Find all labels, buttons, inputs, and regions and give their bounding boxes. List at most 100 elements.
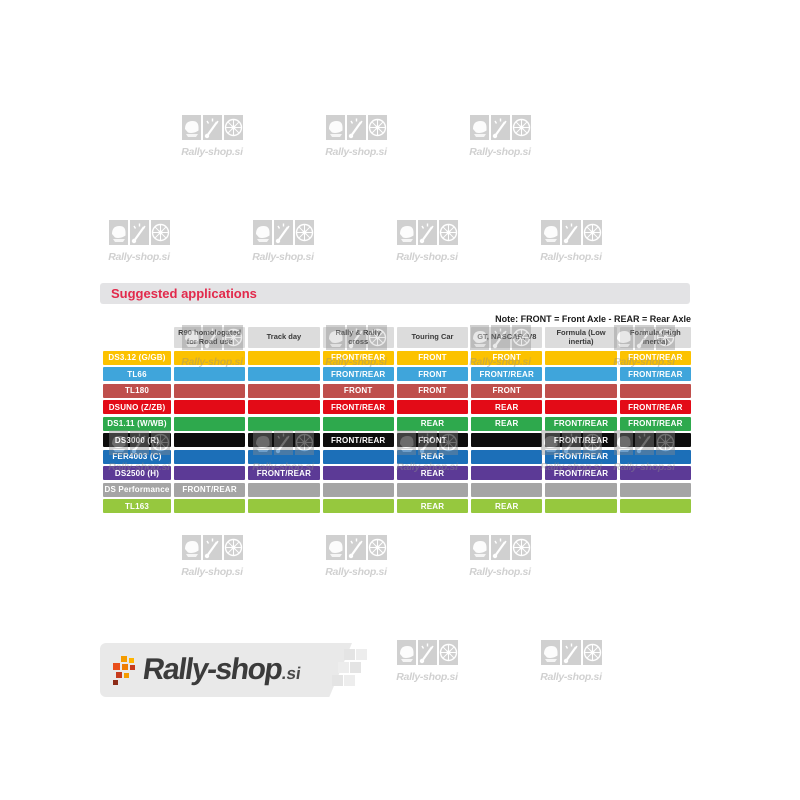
watermark: Rally-shop.si (245, 220, 321, 263)
table-cell (396, 482, 469, 497)
gauge-icon (202, 115, 222, 145)
watermark: Rally-shop.si (533, 640, 609, 683)
wheel-icon (582, 640, 602, 670)
row-label: FER4003 (C) (103, 449, 171, 464)
table-cell: REAR (471, 400, 543, 414)
watermark-text: Rally-shop.si (540, 251, 602, 263)
section-header-bar: Suggested applications (100, 283, 690, 304)
table-cell: REAR (396, 466, 469, 480)
watermark-text: Rally-shop.si (396, 671, 458, 683)
table-cell (545, 499, 617, 513)
table-cell: FRONT (396, 383, 469, 398)
table-cell (322, 416, 394, 431)
row-label: TL180 (103, 383, 171, 398)
watermark: Rally-shop.si (318, 535, 394, 578)
watermark-text: Rally-shop.si (396, 251, 458, 263)
row-label: TL66 (103, 367, 171, 381)
helmet-icon (469, 115, 489, 145)
table-cell: FRONT/REAR (322, 350, 394, 365)
table-cell (248, 433, 320, 447)
table-cell (174, 350, 246, 365)
wheel-icon (150, 220, 170, 250)
helmet-icon (396, 640, 416, 670)
watermark-text: Rally-shop.si (108, 251, 170, 263)
watermark: Rally-shop.si (462, 535, 538, 578)
gauge-icon (273, 220, 293, 250)
table-cell: FRONT (396, 350, 469, 365)
header-spacer (103, 327, 171, 348)
table-cell (174, 416, 246, 431)
column-header: GT, NASCAR, V8 (471, 327, 543, 348)
gauge-icon (490, 115, 510, 145)
watermark-icons (245, 220, 321, 250)
gauge-icon (417, 640, 437, 670)
watermark: Rally-shop.si (389, 220, 465, 263)
watermark-icons (318, 115, 394, 145)
table-cell: REAR (471, 416, 543, 431)
table-cell (248, 350, 320, 365)
column-header: Track day (248, 327, 320, 348)
helmet-icon (469, 535, 489, 565)
watermark: Rally-shop.si (101, 220, 177, 263)
table-cell: REAR (396, 416, 469, 431)
row-label: DS3000 (R) (103, 433, 171, 447)
brand-wordmark: Rally-shop .si (141, 653, 304, 687)
watermark: Rally-shop.si (462, 115, 538, 158)
gauge-icon (202, 535, 222, 565)
table-cell (174, 449, 246, 464)
helmet-icon (396, 220, 416, 250)
table-cell (619, 383, 691, 398)
watermark-text: Rally-shop.si (325, 566, 387, 578)
table-cell: FRONT/REAR (545, 416, 617, 431)
table-cell (174, 499, 246, 513)
table-cell (322, 466, 394, 480)
table-cell (248, 449, 320, 464)
table-cell: FRONT (471, 350, 543, 365)
watermark-icons (389, 220, 465, 250)
helmet-icon (325, 115, 345, 145)
gauge-icon (561, 220, 581, 250)
helmet-icon (325, 535, 345, 565)
row-label: DS1.11 (W/WB) (103, 416, 171, 431)
watermark-icons (174, 535, 250, 565)
brand-banner: Rally-shop .si (100, 643, 352, 697)
section-title: Suggested applications (111, 286, 257, 301)
table-cell: FRONT/REAR (619, 367, 691, 381)
table-cell: FRONT (471, 383, 543, 398)
watermark: Rally-shop.si (533, 220, 609, 263)
table-cell (174, 367, 246, 381)
wheel-icon (223, 535, 243, 565)
column-header: Touring Car (396, 327, 469, 348)
gauge-icon (417, 220, 437, 250)
wheel-icon (438, 640, 458, 670)
brand-flame-icon (113, 655, 139, 685)
table-cell: FRONT/REAR (322, 400, 394, 414)
helmet-icon (108, 220, 128, 250)
wheel-icon (582, 220, 602, 250)
axle-note: Note: FRONT = Front Axle - REAR = Rear A… (495, 314, 691, 324)
applications-table: R90 homologated for Road use Track day Ral… (103, 327, 691, 513)
gauge-icon (129, 220, 149, 250)
table-cell (248, 482, 320, 497)
table-cell (545, 383, 617, 398)
watermark: Rally-shop.si (174, 115, 250, 158)
helmet-icon (540, 220, 560, 250)
watermark-icons (101, 220, 177, 250)
column-header: R90 homologated for Road use (174, 327, 246, 348)
row-label: DS3.12 (G/GB) (103, 350, 171, 365)
wheel-icon (223, 115, 243, 145)
table-cell (396, 400, 469, 414)
table-cell (471, 449, 543, 464)
table-cell (174, 383, 246, 398)
watermark-text: Rally-shop.si (181, 146, 243, 158)
watermark-text: Rally-shop.si (540, 671, 602, 683)
row-label: TL163 (103, 499, 171, 513)
watermark: Rally-shop.si (174, 535, 250, 578)
table-cell: FRONT/REAR (545, 466, 617, 480)
row-label: DS Performance (103, 482, 171, 497)
watermark-icons (389, 640, 465, 670)
table-cell: FRONT/REAR (322, 367, 394, 381)
wheel-icon (511, 115, 531, 145)
table-cell (322, 482, 394, 497)
watermark-icons (462, 115, 538, 145)
